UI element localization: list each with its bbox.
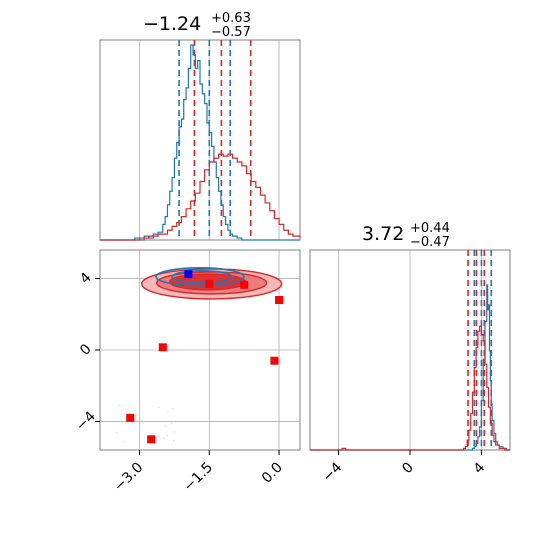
scatter-y-tick-label-1: 0	[77, 341, 95, 359]
scatter-sample-dot	[172, 407, 174, 410]
histogram-x-title-value: −1.24	[143, 13, 201, 35]
scatter-sample-dot	[157, 435, 160, 438]
scatter-red-marker-6	[240, 280, 249, 289]
panel-scatter-2d: −3.0 −1.5 0.0 −4 0 4	[73, 249, 301, 495]
scatter-sample-dot	[166, 434, 169, 437]
scatter-y-tick-label-2: 4	[77, 270, 95, 288]
histogram-x-blue-series	[100, 44, 300, 241]
histogram-x-red-series	[100, 153, 301, 241]
histogram-y-blue-series	[310, 284, 510, 451]
panel-histogram-y: −4 0 4 3.72 +0.44 −0.47	[309, 221, 511, 485]
scatter-blue-contour-inner	[171, 269, 233, 284]
scatter-sample-dot	[123, 440, 126, 443]
scatter-sample-dot	[118, 404, 121, 407]
scatter-y-tick-label-0: −4	[73, 408, 99, 434]
scatter-blue-marker	[184, 270, 193, 279]
scatter-sample-dot	[164, 425, 167, 427]
histogram-y-x-tick-label-0: −4	[319, 459, 345, 485]
histogram-x-title-upper: +0.63	[211, 11, 251, 26]
scatter-red-marker-2	[270, 356, 279, 365]
histogram-y-red-series	[310, 325, 510, 451]
histogram-y-x-tick-label-1: 0	[399, 460, 417, 478]
scatter-x-tick-label-2: 0.0	[259, 460, 286, 487]
histogram-x-title: −1.24 +0.63 −0.57	[143, 11, 251, 40]
scatter-blue-contour-outer	[155, 266, 245, 287]
scatter-sample-dot	[167, 410, 169, 413]
scatter-sample-dot	[173, 431, 175, 433]
histogram-y-x-tick-label-2: 4	[471, 459, 489, 477]
histogram-y-title-lower: −0.47	[410, 235, 450, 250]
scatter-red-marker-5	[205, 279, 214, 288]
scatter-sample-dot	[115, 431, 118, 434]
scatter-red-marker-0	[275, 296, 284, 304]
histogram-y-title: 3.72 +0.44 −0.47	[362, 221, 450, 250]
scatter-sample-dot	[141, 420, 144, 422]
scatter-red-marker-1	[158, 343, 167, 352]
scatter-red-marker-4	[147, 435, 156, 444]
scatter-x-tick-label-1: −1.5	[181, 460, 216, 495]
scatter-red-marker-3	[126, 413, 135, 422]
histogram-y-title-value: 3.72	[362, 223, 404, 245]
scatter-sample-dot	[172, 439, 175, 442]
scatter-sample-dot	[170, 422, 173, 424]
histogram-y-title-upper: +0.44	[410, 221, 450, 236]
panel-histogram-x: −1.24 +0.63 −0.57	[99, 11, 301, 241]
scatter-sample-dot	[158, 406, 160, 408]
scatter-x-tick-label-0: −3.0	[111, 460, 146, 495]
histogram-x-title-lower: −0.57	[211, 25, 251, 40]
scatter-sample-dot	[163, 437, 165, 440]
